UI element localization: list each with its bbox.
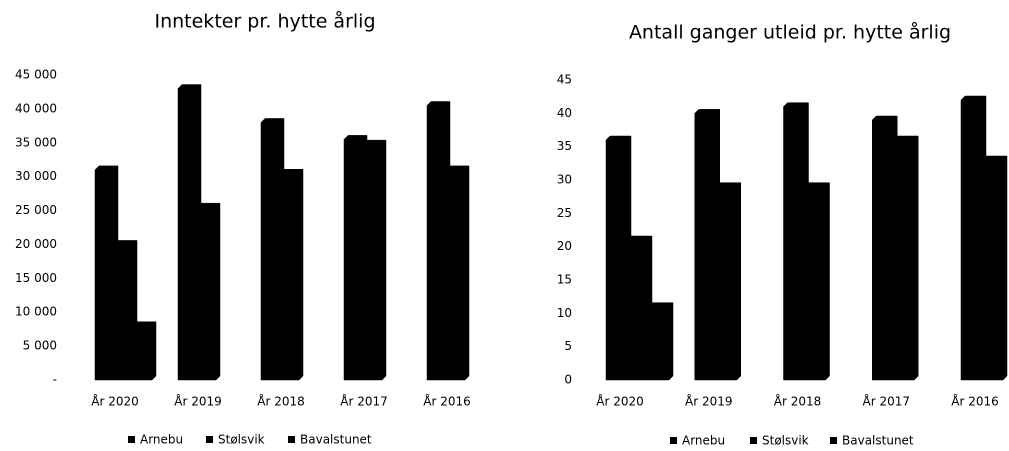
y-tick-label: 0 xyxy=(564,373,572,387)
y-tick-label: 5 000 xyxy=(23,339,57,353)
legend-swatch xyxy=(670,437,677,444)
x-tick-label: År 2017 xyxy=(863,394,911,409)
bar xyxy=(362,139,387,381)
x-tick-label: År 2018 xyxy=(774,394,822,409)
x-tick-label: År 2020 xyxy=(91,394,139,409)
y-tick-label: 10 xyxy=(557,306,572,320)
y-tick-label: 45 xyxy=(557,73,572,87)
y-tick-label: 10 000 xyxy=(15,305,57,319)
chart-title: Antall ganger utleid pr. hytte årlig xyxy=(629,21,951,44)
y-tick-label: 30 xyxy=(557,173,572,187)
bar xyxy=(445,165,470,381)
y-tick-label: 35 000 xyxy=(15,135,57,149)
y-tick-label: 25 xyxy=(557,206,572,220)
y-tick-label: 30 000 xyxy=(15,169,57,183)
x-tick-label: År 2019 xyxy=(174,394,222,409)
y-tick-label: 15 xyxy=(557,273,572,287)
x-tick-label: År 2017 xyxy=(340,394,388,409)
bar xyxy=(893,135,919,381)
legend-swatch xyxy=(830,437,837,444)
legend-label: Arnebu xyxy=(682,434,725,448)
x-tick-label: År 2018 xyxy=(257,394,305,409)
y-tick-label: 35 xyxy=(557,139,572,153)
y-tick-label: 40 xyxy=(557,106,572,120)
legend-swatch xyxy=(128,436,135,443)
y-tick-label: 45 000 xyxy=(15,68,57,82)
legend-label: Bavalstunet xyxy=(842,434,914,448)
x-tick-label: År 2019 xyxy=(685,394,733,409)
bar xyxy=(715,182,741,381)
legend-swatch xyxy=(750,437,757,444)
x-tick-label: År 2020 xyxy=(596,394,644,409)
chart-title: Inntekter pr. hytte årlig xyxy=(154,10,375,33)
bar xyxy=(132,321,157,381)
bar xyxy=(279,169,304,381)
legend-swatch xyxy=(206,436,213,443)
y-tick-label: 20 000 xyxy=(15,237,57,251)
y-tick-label: 5 xyxy=(564,339,572,353)
legend-swatch xyxy=(288,436,295,443)
legend-label: Stølsvik xyxy=(218,433,265,447)
y-tick-label: 25 000 xyxy=(15,203,57,217)
bar xyxy=(196,202,221,381)
x-tick-label: År 2016 xyxy=(951,394,999,409)
legend-label: Stølsvik xyxy=(762,434,809,448)
legend-label: Arnebu xyxy=(140,433,183,447)
bar xyxy=(647,302,674,381)
legend-label: Bavalstunet xyxy=(300,433,372,447)
y-tick-label: - xyxy=(53,373,57,387)
x-tick-label: År 2016 xyxy=(423,394,471,409)
bar xyxy=(981,155,1008,381)
y-tick-label: 20 xyxy=(557,239,572,253)
y-tick-label: 15 000 xyxy=(15,271,57,285)
y-tick-label: 40 000 xyxy=(15,101,57,115)
bar xyxy=(804,182,830,381)
